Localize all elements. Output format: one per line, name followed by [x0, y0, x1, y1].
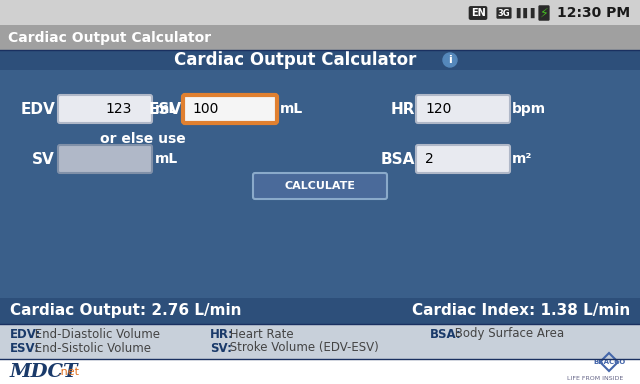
Text: bpm: bpm [512, 102, 546, 116]
Text: mL: mL [155, 102, 179, 116]
Text: 123: 123 [105, 102, 131, 116]
Text: Cardiac Output Calculator: Cardiac Output Calculator [174, 51, 416, 69]
Bar [0, 50, 640, 324]
Bar [0, 0, 640, 25]
Text: mL: mL [155, 152, 179, 166]
Text: or else use: or else use [100, 132, 186, 146]
Text: End-Sistolic Volume: End-Sistolic Volume [31, 341, 151, 354]
Text: Stroke Volume (EDV-ESV): Stroke Volume (EDV-ESV) [226, 341, 378, 354]
FancyBboxPatch shape [253, 173, 387, 199]
Text: m²: m² [512, 152, 532, 166]
Text: BSA:: BSA: [430, 328, 461, 341]
Text: Cardiac Index: 1.38 L/min: Cardiac Index: 1.38 L/min [412, 303, 630, 318]
Bar [0, 359, 640, 384]
Text: Body Surface Area: Body Surface Area [451, 328, 564, 341]
Bar [0, 324, 640, 359]
Text: ESV:: ESV: [10, 341, 40, 354]
FancyBboxPatch shape [183, 95, 277, 123]
Text: EDV: EDV [20, 101, 55, 116]
Text: Cardiac Output: 2.76 L/min: Cardiac Output: 2.76 L/min [10, 303, 241, 318]
Text: BSA: BSA [381, 152, 415, 167]
Bar [0, 298, 640, 324]
Text: EDV:: EDV: [10, 328, 41, 341]
Text: EN: EN [470, 8, 485, 18]
Text: LIFE FROM INSIDE: LIFE FROM INSIDE [567, 376, 623, 381]
FancyBboxPatch shape [58, 95, 152, 123]
Text: HR: HR [390, 101, 415, 116]
FancyBboxPatch shape [416, 95, 510, 123]
Circle shape [443, 53, 457, 67]
Text: End-Diastolic Volume: End-Diastolic Volume [31, 328, 160, 341]
FancyBboxPatch shape [416, 145, 510, 173]
Text: BRACCO: BRACCO [593, 359, 625, 365]
Text: HR:: HR: [210, 328, 234, 341]
Bar [0, 25, 640, 50]
Text: .net: .net [58, 367, 80, 377]
Text: SV:: SV: [210, 341, 232, 354]
Text: MDCT: MDCT [10, 363, 79, 381]
Text: 3G: 3G [498, 8, 510, 18]
Text: 2: 2 [425, 152, 434, 166]
Text: 100: 100 [192, 102, 218, 116]
Text: ESV: ESV [149, 101, 182, 116]
Text: ⚡: ⚡ [540, 7, 548, 20]
Text: ▐▐▐: ▐▐▐ [513, 8, 535, 18]
Text: mL: mL [280, 102, 303, 116]
Bar [0, 50, 640, 70]
Text: Heart Rate: Heart Rate [226, 328, 293, 341]
FancyBboxPatch shape [58, 145, 152, 173]
Text: Cardiac Output Calculator: Cardiac Output Calculator [8, 31, 211, 45]
Text: 120: 120 [425, 102, 451, 116]
Text: SV: SV [32, 152, 55, 167]
Text: i: i [448, 55, 452, 65]
Text: CALCULATE: CALCULATE [285, 181, 355, 191]
Text: 12:30 PM: 12:30 PM [557, 6, 630, 20]
